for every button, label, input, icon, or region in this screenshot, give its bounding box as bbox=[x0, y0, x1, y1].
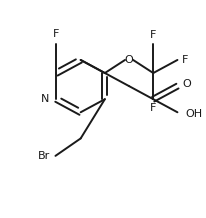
Text: O: O bbox=[183, 79, 191, 89]
Text: F: F bbox=[150, 103, 156, 113]
Text: Br: Br bbox=[38, 151, 50, 161]
Text: OH: OH bbox=[186, 109, 203, 119]
Text: N: N bbox=[41, 94, 50, 104]
Text: F: F bbox=[182, 55, 189, 65]
Text: F: F bbox=[150, 30, 156, 40]
Text: O: O bbox=[125, 55, 133, 65]
Text: F: F bbox=[53, 29, 60, 39]
